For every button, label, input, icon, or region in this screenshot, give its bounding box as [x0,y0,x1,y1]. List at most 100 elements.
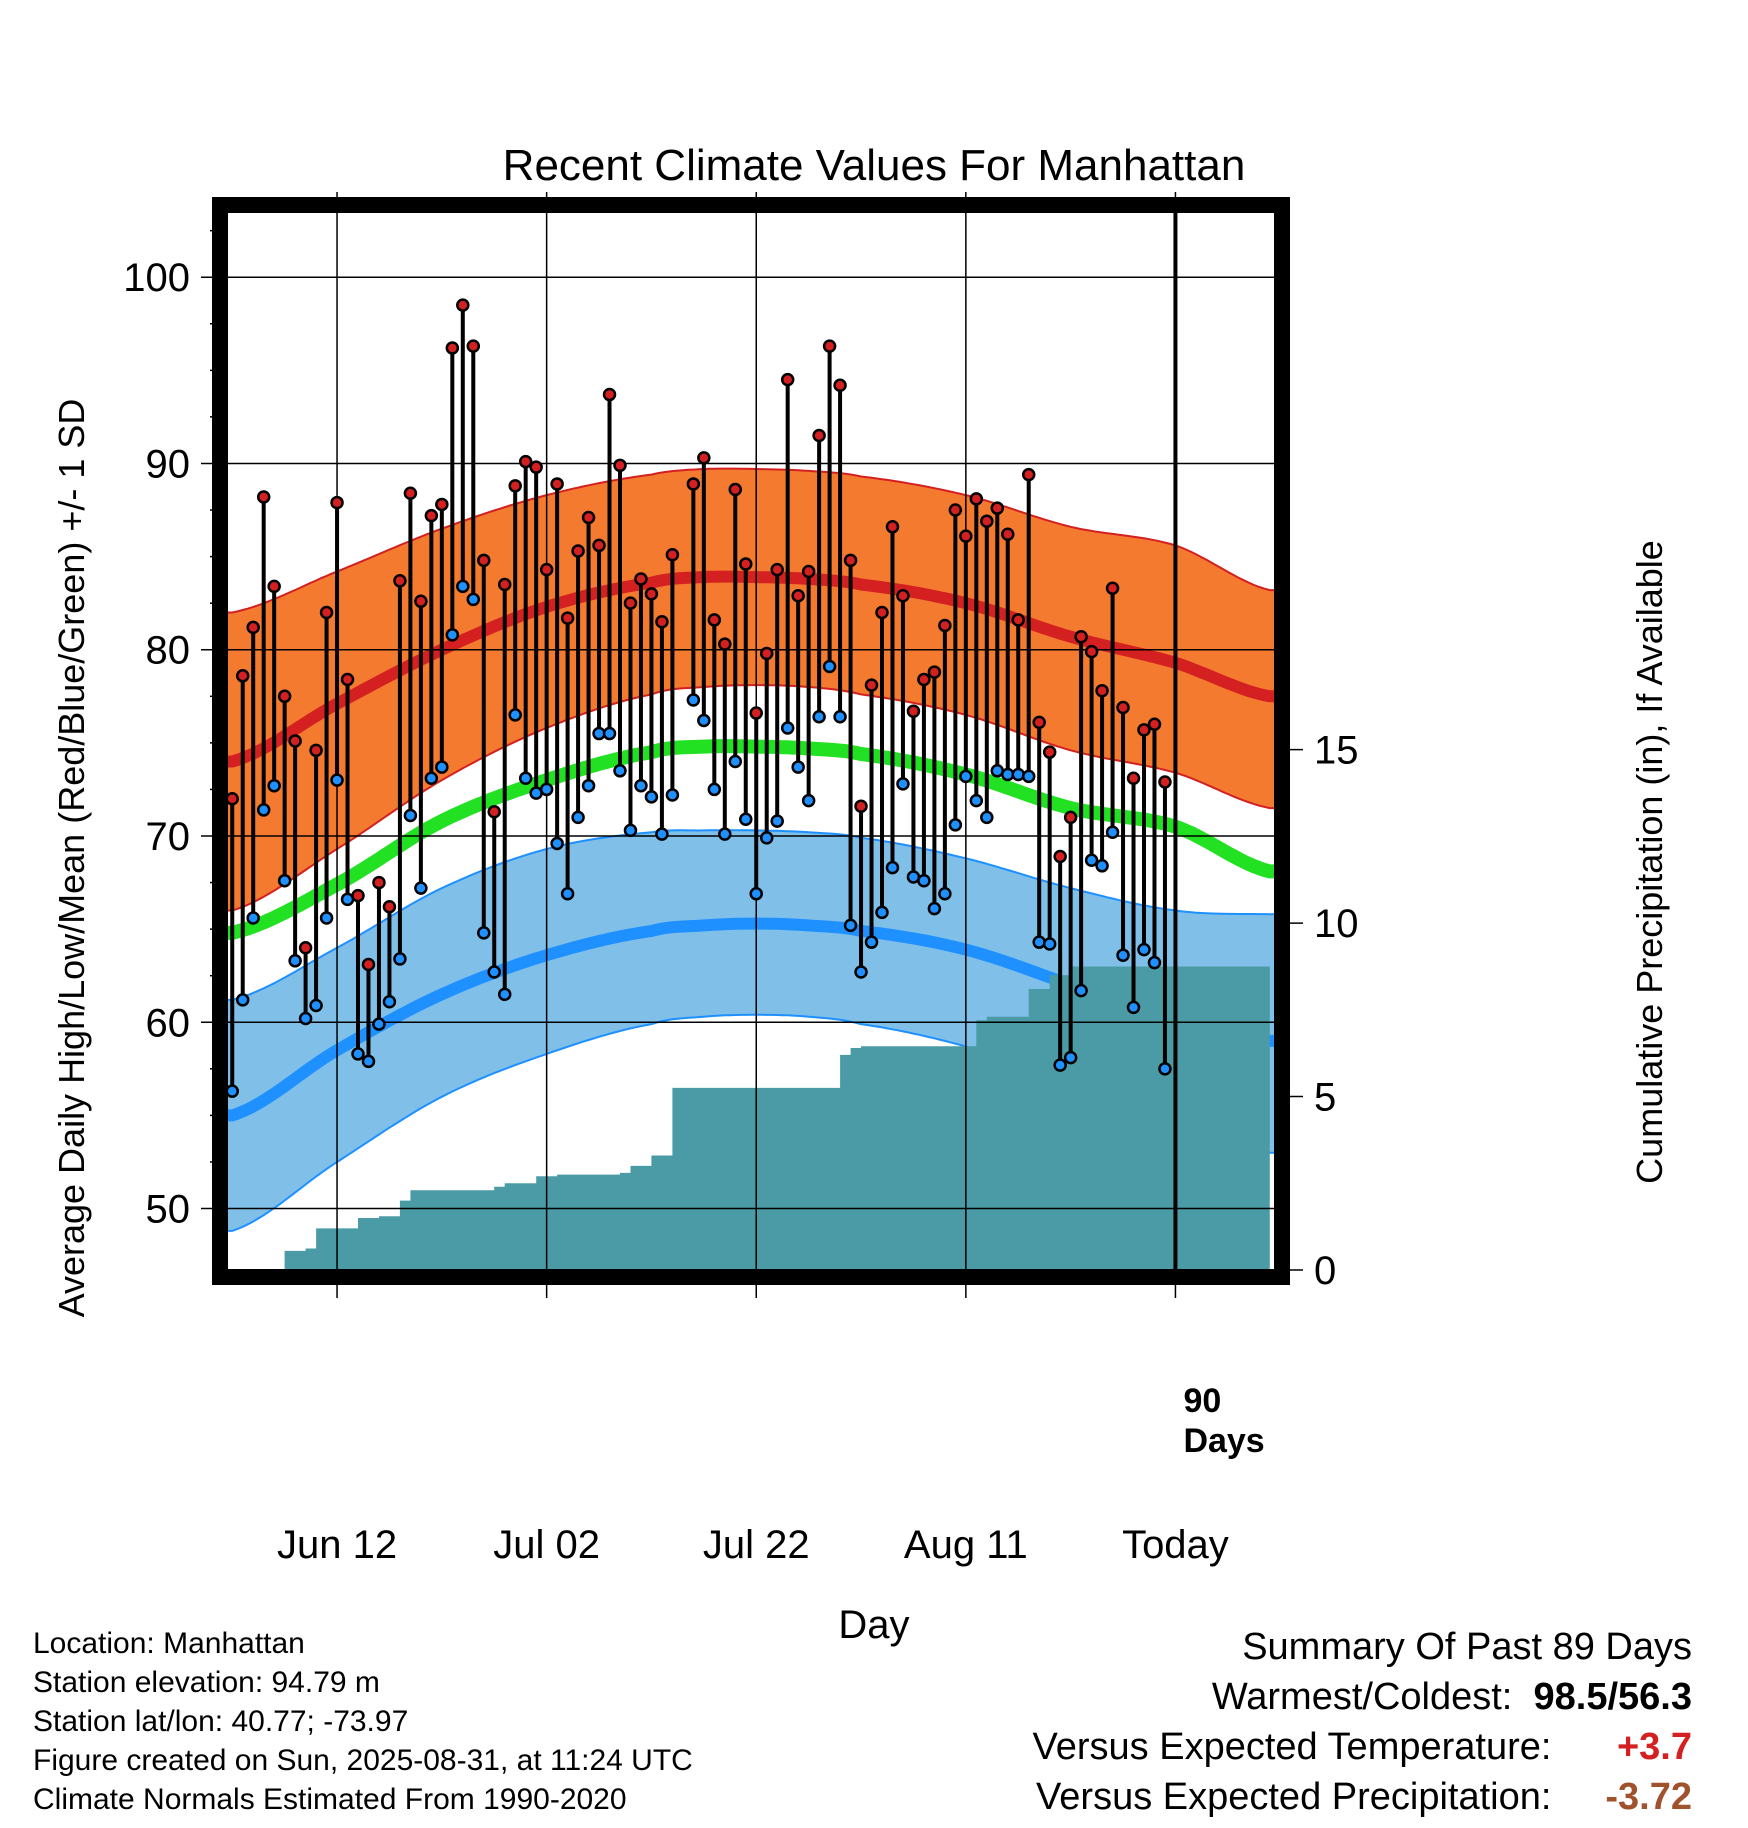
daily-low-point [246,911,260,925]
y2-tick-label: 15 [1314,729,1359,773]
daily-low-point [917,873,931,888]
daily-high-point [424,508,439,523]
high-plus-sd-line [227,467,1275,614]
daily-high-point [592,538,606,553]
daily-high-point [508,479,522,493]
daily-low-point [864,935,879,949]
warm-cold-row: Warmest/Coldest: 98.5/56.3 [1033,1672,1692,1722]
precip-label: Versus Expected Precipitation: [1036,1776,1552,1818]
y-tick-label: 70 [146,815,191,859]
temp-label: Versus Expected Temperature: [1032,1726,1552,1768]
x-axis-label: Day [838,1603,909,1647]
summary-heading: Summary Of Past 89 Days [1242,1626,1692,1668]
x-tick-label: Today [1122,1523,1229,1567]
daily-high-point [812,428,826,443]
daily-low-point [602,726,617,741]
daily-high-point [393,574,407,588]
daily-high-point [833,378,847,392]
daily-low-point [361,1054,376,1069]
high-sd-band [227,468,1275,911]
slash-separator: / [1607,1676,1619,1718]
daily-high-point [749,706,763,720]
daily-high-point [843,553,858,568]
daily-high-point [1158,775,1172,789]
temp-row: Versus Expected Temperature: +3.7 [1033,1722,1692,1772]
daily-low-point [571,810,585,825]
daily-low-point [1158,1062,1172,1076]
daily-high-point [655,615,669,629]
y2-tick-label: 5 [1314,1076,1336,1120]
daily-low-point [393,952,407,966]
daily-low-point [435,760,449,774]
daily-low-point [330,773,344,787]
days-marker-label-line1: 90 [1183,1382,1221,1420]
daily-high-point [875,605,889,620]
daily-high-point [707,613,722,627]
daily-high-point [256,490,271,504]
plot-area [227,212,1275,1270]
daily-high-point [340,672,355,687]
daily-high-point [246,620,260,635]
y-tick-label: 100 [123,256,190,300]
daily-low-point [277,873,292,888]
daily-low-point [686,693,701,707]
daily-high-point [571,544,585,558]
daily-high-point [466,339,481,353]
daily-low-point [613,764,627,778]
daily-low-point [403,808,418,823]
x-tick-label: Jul 02 [493,1523,600,1567]
daily-low-point [1116,948,1130,962]
daily-low-point [1042,937,1057,951]
daily-low-point [466,592,481,607]
daily-low-point [623,823,638,838]
daily-low-point [759,831,774,845]
daily-low-point [875,905,889,920]
created-text: Figure created on Sun, 2025-08-31, at 11… [33,1744,693,1777]
daily-high-point [1042,745,1057,759]
daily-high-point [456,298,470,312]
daily-high-point [414,594,428,609]
daily-low-point [885,860,900,875]
daily-high-point [330,495,344,510]
daily-low-point [1126,1000,1141,1015]
daily-low-point [1105,825,1120,840]
daily-high-point [445,341,460,355]
daily-low-point [424,771,439,786]
daily-high-point [1001,527,1015,541]
daily-high-point [791,588,805,603]
daily-high-point [1116,700,1130,715]
daily-high-point [623,596,638,610]
daily-high-point [739,557,753,571]
daily-low-point [267,778,281,793]
daily-high-point [518,454,533,469]
daily-high-point [906,704,921,718]
daily-high-point [1126,771,1141,786]
daily-high-point [267,579,281,594]
daily-low-point [969,793,984,808]
daily-low-point [1053,1058,1067,1072]
daily-high-point [1011,613,1025,627]
daily-low-point [372,1017,386,1031]
daily-high-point [718,637,732,651]
daily-high-point [864,678,879,692]
chart-title: Recent Climate Values For Manhattan [503,141,1246,190]
daily-high-point [759,646,774,661]
daily-low-point [791,760,805,774]
daily-high-point [801,564,816,579]
daily-low-point [801,793,816,808]
temp-value: +3.7 [1616,1726,1692,1768]
daily-high-point [980,514,994,528]
daily-low-point [770,814,784,828]
daily-high-point [770,562,784,577]
daily-high-point [382,900,397,914]
daily-low-point [980,810,994,825]
daily-high-point [539,562,554,577]
daily-high-point [1053,849,1067,864]
daily-high-point [1063,810,1078,825]
daily-high-point [896,588,910,603]
x-tick-label: Aug 11 [904,1523,1028,1567]
daily-low-point [655,827,669,841]
daily-low-point [959,769,973,784]
warm-cold-label: Warmest/Coldest: [1211,1676,1513,1718]
